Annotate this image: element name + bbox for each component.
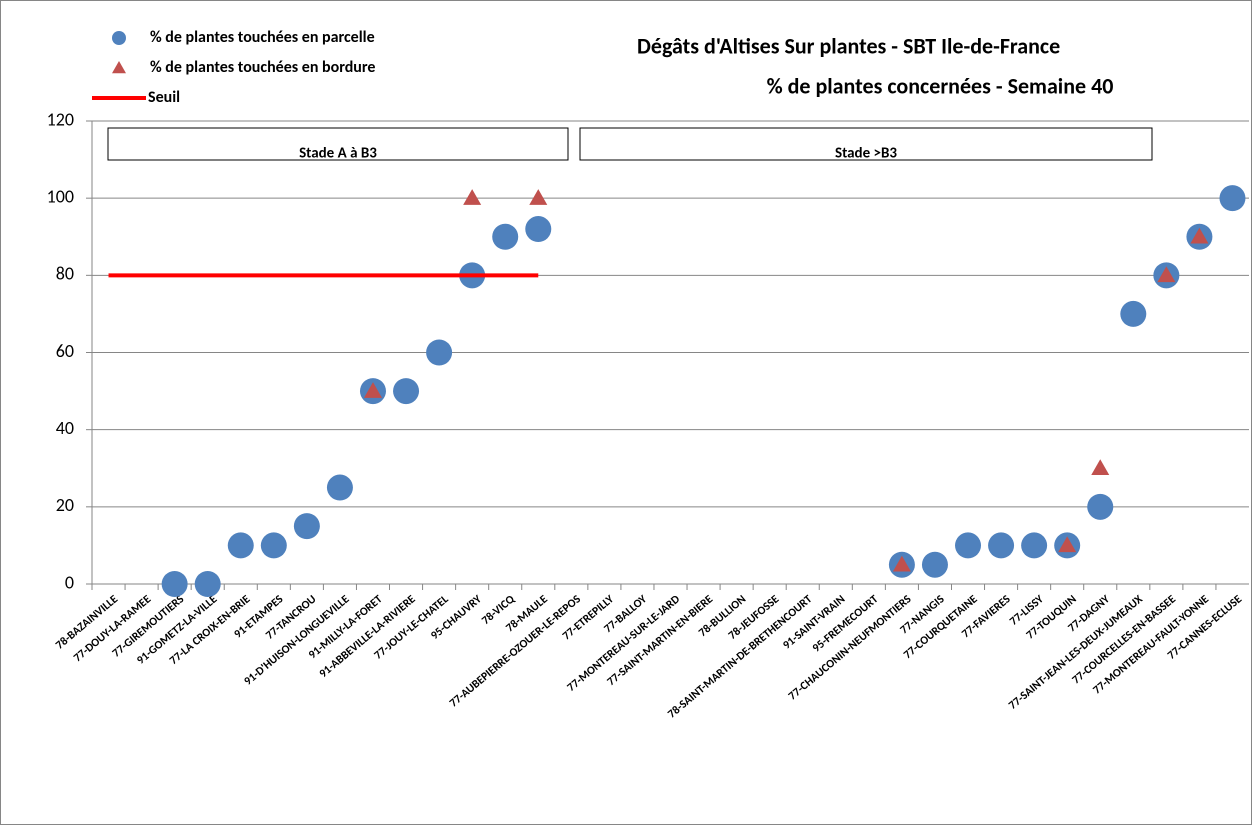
legend-marker bbox=[112, 61, 126, 74]
point bbox=[492, 223, 519, 250]
point bbox=[988, 532, 1015, 559]
point bbox=[194, 571, 221, 597]
point bbox=[921, 551, 948, 578]
point bbox=[227, 532, 254, 559]
point bbox=[293, 513, 320, 540]
point bbox=[1190, 227, 1209, 244]
y-tick-label: 40 bbox=[56, 417, 74, 439]
point bbox=[529, 189, 548, 205]
y-tick-label: 120 bbox=[47, 108, 74, 130]
legend-marker bbox=[112, 31, 126, 45]
chart-title: Dégâts d'Altises Sur plantes - SBT Ile-d… bbox=[637, 32, 1060, 59]
point bbox=[1120, 300, 1147, 327]
point bbox=[892, 555, 911, 572]
legend-label: % de plantes touchées en bordure bbox=[150, 58, 375, 77]
point bbox=[260, 532, 287, 559]
legend-label: % de plantes touchées en parcelle bbox=[150, 28, 375, 47]
point bbox=[1087, 493, 1114, 520]
annotation-box bbox=[579, 127, 1153, 161]
point bbox=[161, 571, 188, 597]
point bbox=[426, 339, 453, 366]
annotation: Stade >B3 bbox=[835, 145, 897, 163]
point bbox=[1091, 459, 1110, 475]
point bbox=[1021, 532, 1048, 559]
point bbox=[393, 378, 420, 405]
y-tick-label: 80 bbox=[56, 263, 74, 285]
point bbox=[1058, 536, 1077, 553]
point bbox=[1157, 266, 1176, 283]
y-tick-label: 0 bbox=[65, 571, 74, 593]
point bbox=[955, 532, 982, 559]
chart-subtitle: % de plantes concernées - Semaine 40 bbox=[767, 72, 1114, 99]
point bbox=[525, 216, 552, 243]
point bbox=[363, 382, 382, 398]
point bbox=[463, 189, 482, 205]
point bbox=[326, 474, 353, 501]
y-tick-label: 60 bbox=[56, 340, 74, 362]
y-tick-label: 100 bbox=[47, 185, 74, 207]
y-tick-label: 20 bbox=[56, 494, 74, 516]
annotation: Stade A à B3 bbox=[299, 145, 377, 163]
point bbox=[1219, 185, 1246, 212]
legend-label: Seuil bbox=[148, 88, 180, 107]
annotation-box bbox=[107, 127, 569, 161]
